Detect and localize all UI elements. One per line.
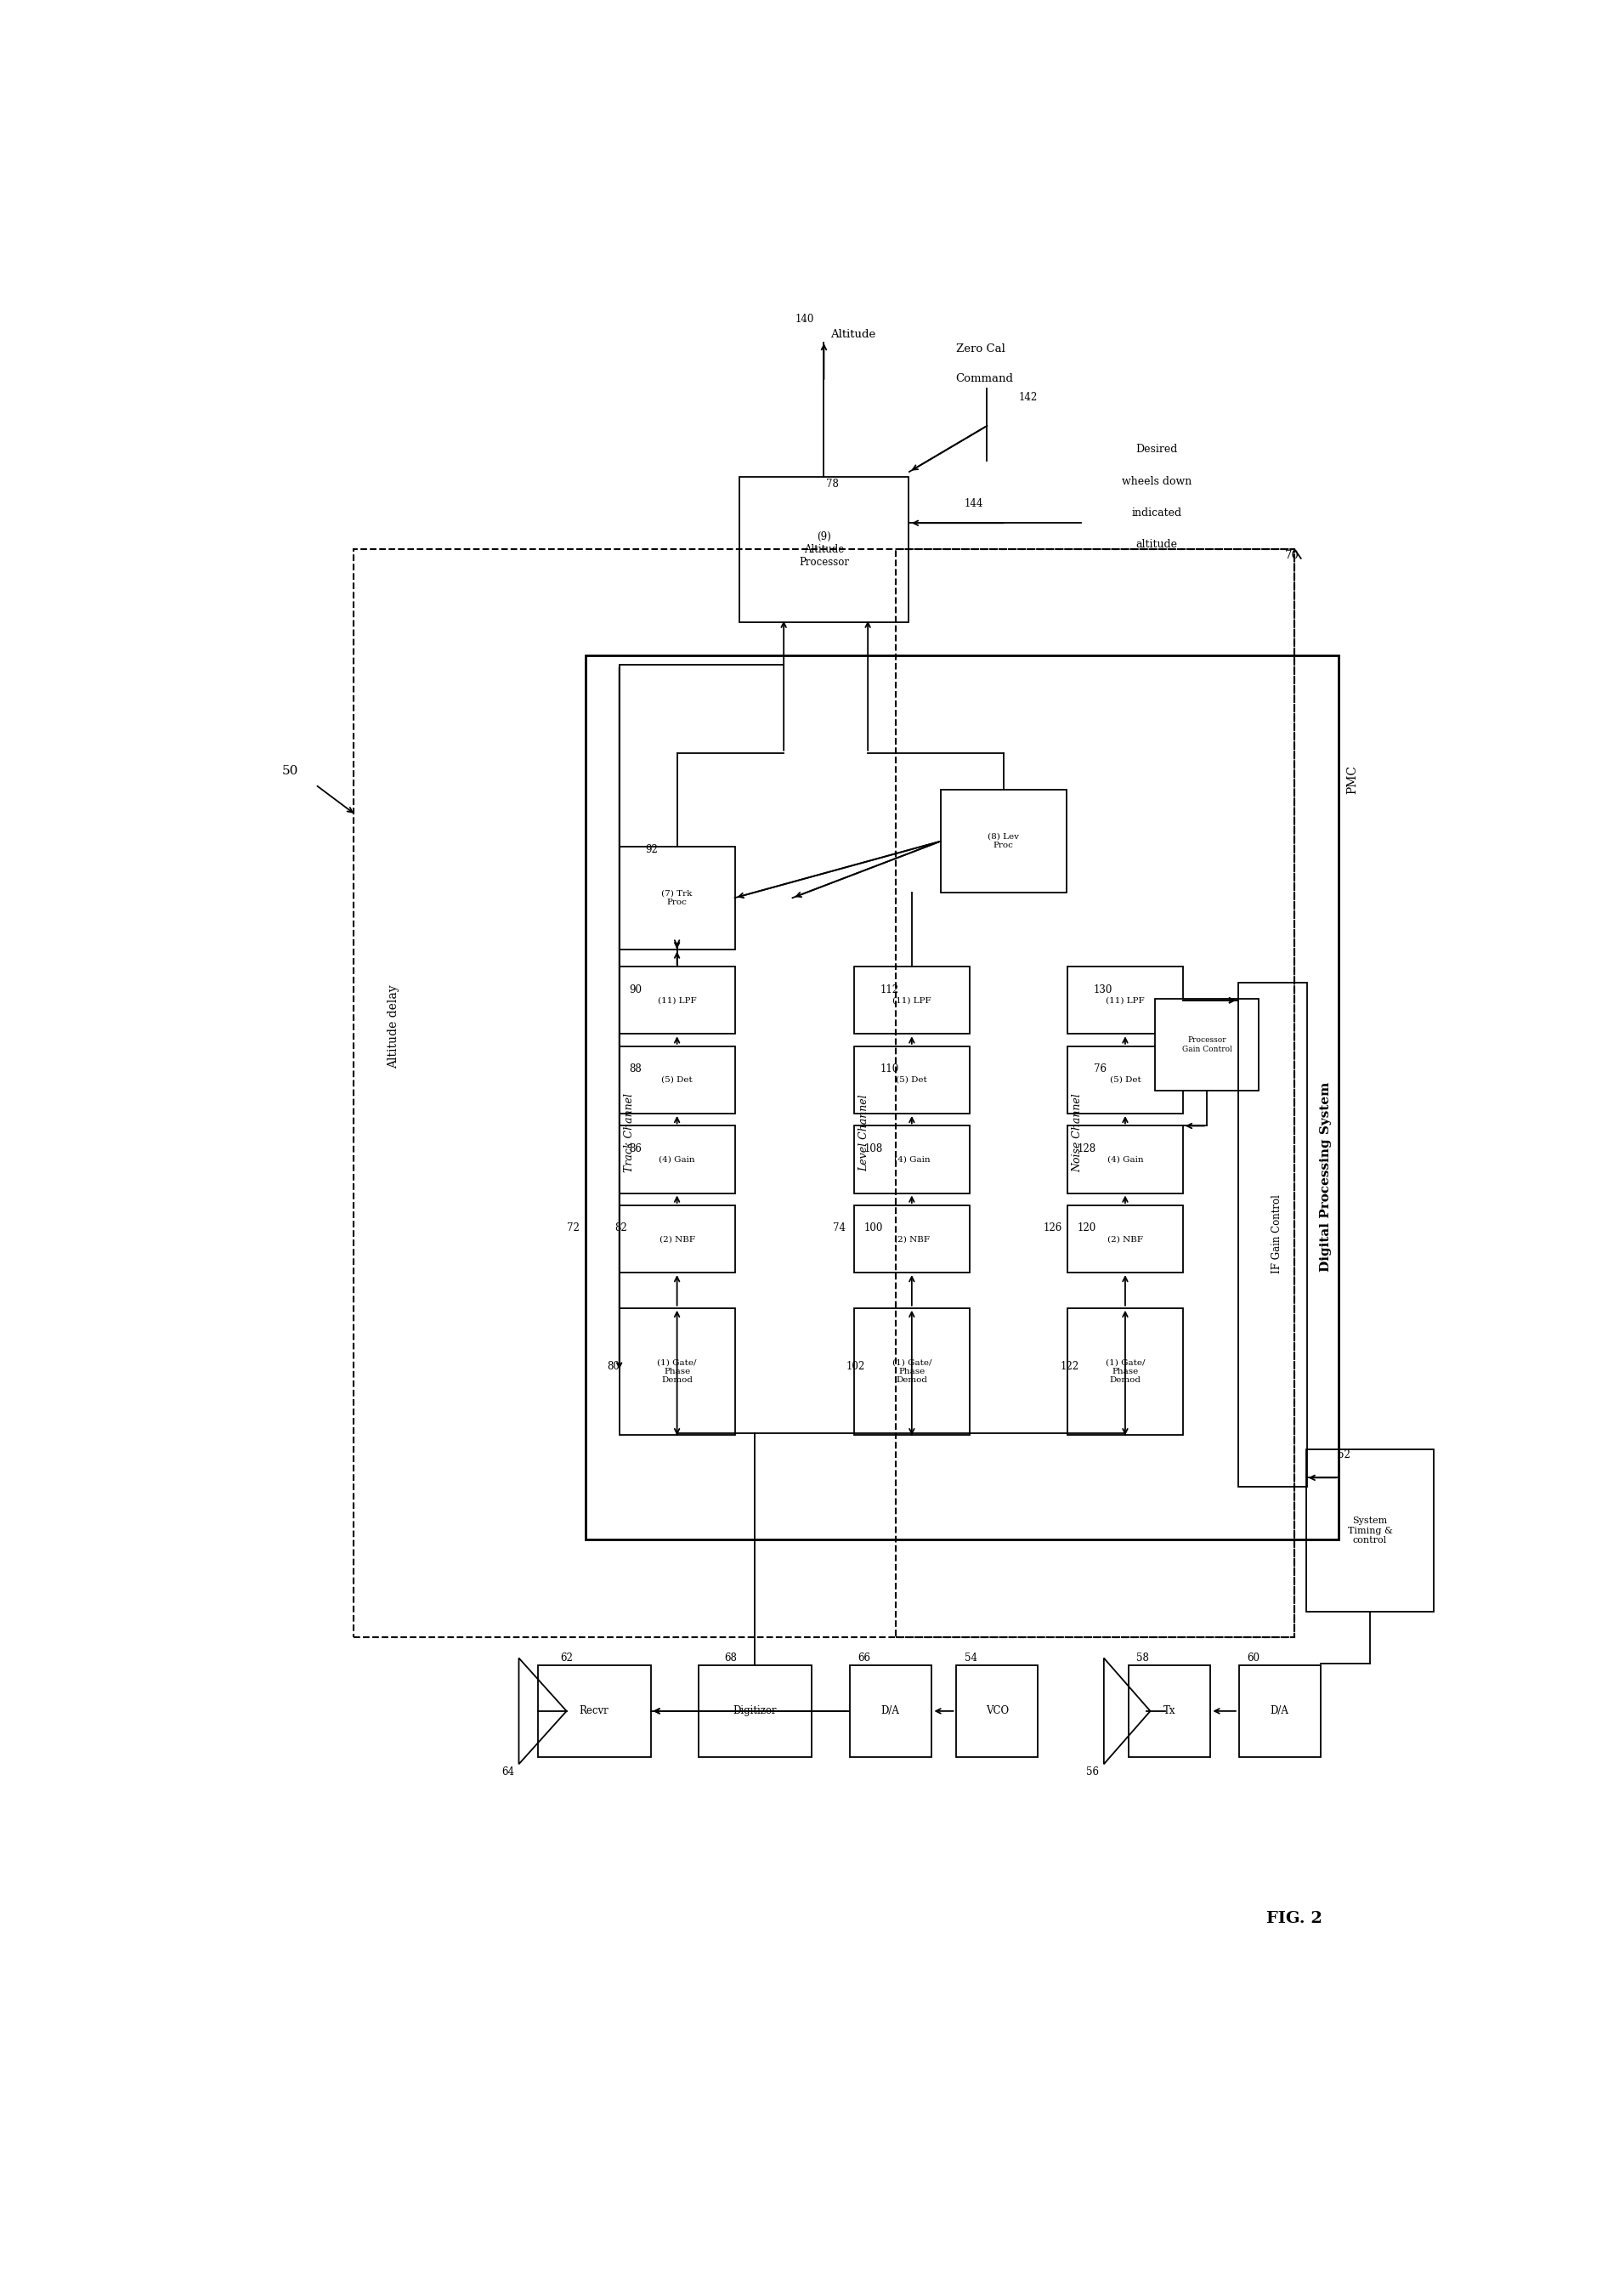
Text: 62: 62 — [560, 1653, 573, 1662]
Text: (4) Gain: (4) Gain — [659, 1155, 695, 1164]
FancyBboxPatch shape — [850, 1665, 931, 1756]
Text: 86: 86 — [628, 1143, 641, 1155]
Text: 100: 100 — [863, 1224, 882, 1233]
FancyBboxPatch shape — [1154, 999, 1258, 1091]
Text: (8) Lev
Proc: (8) Lev Proc — [988, 833, 1018, 850]
Text: 52: 52 — [1337, 1449, 1349, 1460]
Text: Command: Command — [955, 372, 1013, 383]
FancyBboxPatch shape — [1067, 1125, 1182, 1194]
Text: (2) NBF: (2) NBF — [1107, 1235, 1143, 1242]
Text: 50: 50 — [282, 765, 298, 776]
Text: (7) Trk
Proc: (7) Trk Proc — [661, 889, 691, 907]
Text: IF Gain Control: IF Gain Control — [1271, 1194, 1282, 1274]
Text: 60: 60 — [1247, 1653, 1260, 1662]
FancyBboxPatch shape — [1067, 1047, 1182, 1114]
Text: altitude: altitude — [1135, 540, 1177, 551]
Text: (1) Gate/
Phase
Demod: (1) Gate/ Phase Demod — [892, 1359, 931, 1384]
Text: 90: 90 — [628, 985, 641, 994]
FancyBboxPatch shape — [1239, 1665, 1319, 1756]
Text: (11) LPF: (11) LPF — [892, 996, 931, 1003]
FancyBboxPatch shape — [853, 1125, 970, 1194]
Text: indicated: indicated — [1130, 507, 1182, 519]
Text: 58: 58 — [1137, 1653, 1148, 1662]
Text: 66: 66 — [858, 1653, 869, 1662]
FancyBboxPatch shape — [853, 1047, 970, 1114]
Text: 74: 74 — [832, 1224, 845, 1233]
Text: 126: 126 — [1043, 1224, 1062, 1233]
Text: Desired: Desired — [1135, 443, 1177, 455]
Text: D/A: D/A — [881, 1706, 899, 1717]
FancyBboxPatch shape — [1305, 1449, 1433, 1612]
Text: (1) Gate/
Phase
Demod: (1) Gate/ Phase Demod — [1104, 1359, 1145, 1384]
Text: Altitude: Altitude — [829, 328, 874, 340]
Text: 68: 68 — [724, 1653, 737, 1662]
Text: 108: 108 — [863, 1143, 882, 1155]
FancyBboxPatch shape — [955, 1665, 1038, 1756]
Text: 110: 110 — [879, 1063, 899, 1075]
FancyBboxPatch shape — [538, 1665, 651, 1756]
FancyBboxPatch shape — [738, 478, 908, 622]
Text: 142: 142 — [1018, 393, 1036, 402]
FancyBboxPatch shape — [853, 1309, 970, 1435]
FancyBboxPatch shape — [1067, 967, 1182, 1033]
Text: (5) Det: (5) Det — [895, 1077, 928, 1084]
FancyBboxPatch shape — [941, 790, 1065, 893]
Text: Digitizer: Digitizer — [732, 1706, 777, 1717]
Text: (2) NBF: (2) NBF — [894, 1235, 929, 1242]
Text: Track Channel: Track Channel — [623, 1093, 635, 1173]
Text: 102: 102 — [847, 1362, 865, 1371]
Text: 140: 140 — [795, 315, 814, 326]
FancyBboxPatch shape — [1067, 1309, 1182, 1435]
FancyBboxPatch shape — [853, 967, 970, 1033]
Text: (11) LPF: (11) LPF — [1106, 996, 1145, 1003]
Text: 112: 112 — [879, 985, 899, 994]
Text: FIG. 2: FIG. 2 — [1266, 1910, 1323, 1926]
FancyBboxPatch shape — [1128, 1665, 1209, 1756]
Text: 144: 144 — [963, 498, 983, 510]
FancyBboxPatch shape — [618, 847, 735, 948]
Text: System
Timing &
control: System Timing & control — [1347, 1518, 1392, 1545]
Text: 70: 70 — [1284, 549, 1298, 560]
Text: Processor
Gain Control: Processor Gain Control — [1182, 1035, 1230, 1054]
FancyBboxPatch shape — [618, 1125, 735, 1194]
Text: 128: 128 — [1077, 1143, 1096, 1155]
Text: 130: 130 — [1093, 985, 1112, 994]
Text: 92: 92 — [646, 845, 657, 856]
Text: 64: 64 — [500, 1766, 513, 1777]
Text: 54: 54 — [963, 1653, 976, 1662]
FancyBboxPatch shape — [698, 1665, 811, 1756]
Text: 82: 82 — [614, 1224, 627, 1233]
FancyBboxPatch shape — [618, 1205, 735, 1272]
Text: wheels down: wheels down — [1120, 475, 1192, 487]
FancyBboxPatch shape — [853, 1205, 970, 1272]
Text: (9)
Altitude
Processor: (9) Altitude Processor — [798, 530, 848, 567]
Text: 56: 56 — [1086, 1766, 1098, 1777]
Text: (11) LPF: (11) LPF — [657, 996, 696, 1003]
Text: Tx: Tx — [1162, 1706, 1175, 1717]
Text: 72: 72 — [567, 1224, 580, 1233]
Text: Level Channel: Level Channel — [858, 1095, 869, 1171]
FancyBboxPatch shape — [618, 1047, 735, 1114]
FancyBboxPatch shape — [618, 1309, 735, 1435]
Text: 122: 122 — [1059, 1362, 1078, 1371]
Text: Recvr: Recvr — [580, 1706, 609, 1717]
Text: Digital Processing System: Digital Processing System — [1319, 1081, 1331, 1272]
Text: 78: 78 — [826, 478, 839, 489]
Text: 88: 88 — [628, 1063, 641, 1075]
Text: PMC: PMC — [1345, 765, 1358, 794]
Text: (5) Det: (5) Det — [661, 1077, 693, 1084]
Text: (1) Gate/
Phase
Demod: (1) Gate/ Phase Demod — [657, 1359, 696, 1384]
Text: 120: 120 — [1077, 1224, 1096, 1233]
Text: (4) Gain: (4) Gain — [1106, 1155, 1143, 1164]
Text: (2) NBF: (2) NBF — [659, 1235, 695, 1242]
Text: (5) Det: (5) Det — [1109, 1077, 1140, 1084]
Text: 76: 76 — [1093, 1063, 1106, 1075]
Text: Zero Cal: Zero Cal — [955, 342, 1004, 354]
Text: (4) Gain: (4) Gain — [894, 1155, 929, 1164]
Text: Altitude delay: Altitude delay — [387, 985, 398, 1070]
FancyBboxPatch shape — [1067, 1205, 1182, 1272]
Text: D/A: D/A — [1269, 1706, 1289, 1717]
Text: Noise Channel: Noise Channel — [1072, 1093, 1083, 1173]
Text: VCO: VCO — [984, 1706, 1009, 1717]
Text: 80: 80 — [607, 1362, 618, 1371]
